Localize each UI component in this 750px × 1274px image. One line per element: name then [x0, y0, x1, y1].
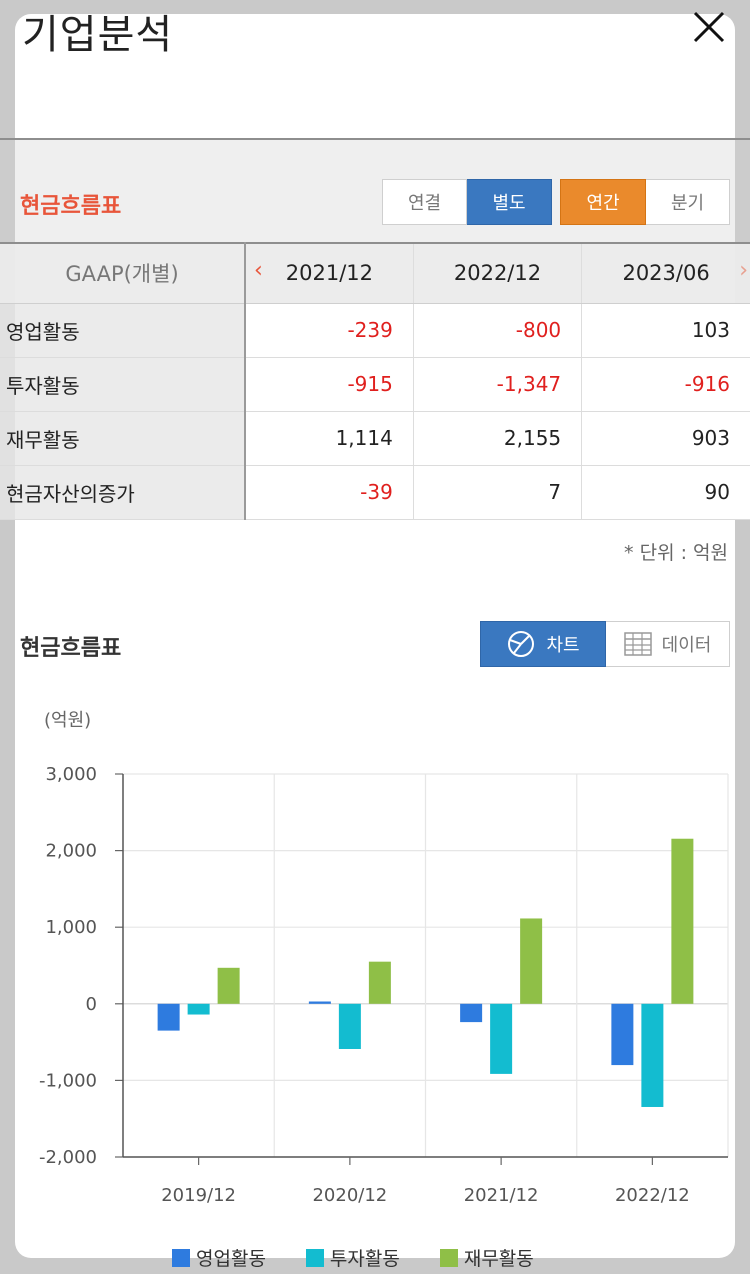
bar-investing — [490, 1003, 513, 1074]
row-label: 영업활동 — [0, 303, 246, 358]
page-title: 기업분석 — [22, 12, 174, 58]
y-tick-label: 0 — [86, 994, 97, 1015]
legend-swatch — [439, 1248, 458, 1267]
bar-investing — [641, 1003, 664, 1107]
unit-note: * 단위 : 억원 — [624, 542, 728, 564]
table-cell: 90 — [581, 465, 750, 520]
table-cell: -39 — [244, 465, 414, 520]
bar-investing — [187, 1003, 210, 1015]
row-label: 재무활동 — [0, 411, 246, 466]
column-header: 2023/06 › — [581, 242, 750, 304]
annual-button[interactable]: 연간 — [560, 179, 646, 225]
table-cell: 7 — [412, 465, 582, 520]
table-cell: 103 — [581, 303, 750, 358]
bar-financing — [671, 838, 694, 1004]
bar-operating — [157, 1003, 180, 1031]
gaap-header: GAAP(개별) — [0, 242, 246, 304]
chart-section-title: 현금흐름표 — [20, 636, 122, 661]
table-cell: -800 — [412, 303, 582, 358]
column-header: ‹ 2021/12 — [244, 242, 414, 304]
cashflow-bar-chart: 3,000 2,000 1,000 0 -1,000 -2,000 2019/12 2020/… — [39, 764, 729, 1206]
chart-unit-label: (억원) — [44, 710, 92, 731]
bar-investing — [338, 1003, 361, 1049]
table-cell: 2,155 — [412, 411, 582, 466]
data-view-button[interactable]: 데이터 — [606, 621, 730, 667]
pie-chart-icon — [508, 631, 535, 657]
legend-item-operating[interactable]: 영업활동 — [172, 1244, 266, 1271]
chart-view-button[interactable]: 차트 — [480, 621, 606, 667]
legend-swatch — [305, 1248, 324, 1267]
cashflow-title: 현금흐름표 — [20, 194, 122, 219]
y-tick-label: 3,000 — [45, 764, 97, 785]
x-tick-label: 2020/12 — [312, 1185, 387, 1206]
y-tick-label: 2,000 — [45, 841, 97, 862]
separate-button[interactable]: 별도 — [467, 179, 552, 225]
table-cell: -1,347 — [412, 357, 582, 412]
table-grid-icon — [623, 632, 652, 656]
chart-legend: 영업활동 투자활동 재무활동 — [172, 1244, 534, 1271]
bar-operating — [611, 1003, 634, 1066]
table-row: 투자활동 -915 -1,347 -916 — [0, 357, 750, 412]
legend-item-investing[interactable]: 투자활동 — [305, 1244, 400, 1271]
period-toggle: 연간 분기 — [560, 179, 730, 225]
column-header: 2022/12 — [412, 242, 582, 304]
x-tick-label: 2019/12 — [161, 1185, 236, 1206]
table-cell: 903 — [581, 411, 750, 466]
cashflow-table: GAAP(개별) ‹ 2021/12 2022/12 2023/06 › 영업활… — [0, 242, 750, 520]
bar-financing — [217, 967, 240, 1004]
bar-financing — [520, 918, 543, 1004]
view-toggle: 차트 데이터 — [480, 621, 730, 667]
row-label: 투자활동 — [0, 357, 246, 412]
bar-operating — [460, 1003, 483, 1023]
quarter-button[interactable]: 분기 — [646, 179, 730, 225]
table-row: 재무활동 1,114 2,155 903 — [0, 411, 750, 466]
next-arrow-icon[interactable]: › — [739, 258, 748, 283]
legend-swatch — [172, 1248, 190, 1267]
table-cell: -915 — [244, 357, 414, 412]
consolidated-button[interactable]: 연결 — [382, 179, 467, 225]
close-icon[interactable] — [692, 10, 726, 44]
prev-arrow-icon[interactable]: ‹ — [254, 258, 263, 283]
y-tick-label: 1,000 — [45, 917, 97, 938]
table-cell: -239 — [244, 303, 414, 358]
table-cell: -916 — [581, 357, 750, 412]
y-tick-label: -1,000 — [39, 1070, 97, 1091]
table-cell: 1,114 — [244, 411, 414, 466]
y-tick-label: -2,000 — [39, 1147, 97, 1168]
row-label: 현금자산의증가 — [0, 465, 246, 520]
table-row: 현금자산의증가 -39 7 90 — [0, 465, 750, 520]
table-row: 영업활동 -239 -800 103 — [0, 303, 750, 358]
bar-operating — [308, 1001, 331, 1004]
x-tick-label: 2022/12 — [615, 1185, 690, 1206]
consolidation-toggle: 연결 별도 — [382, 179, 552, 225]
bar-financing — [368, 961, 391, 1004]
legend-item-financing[interactable]: 재무활동 — [439, 1244, 534, 1271]
x-tick-label: 2021/12 — [464, 1185, 539, 1206]
